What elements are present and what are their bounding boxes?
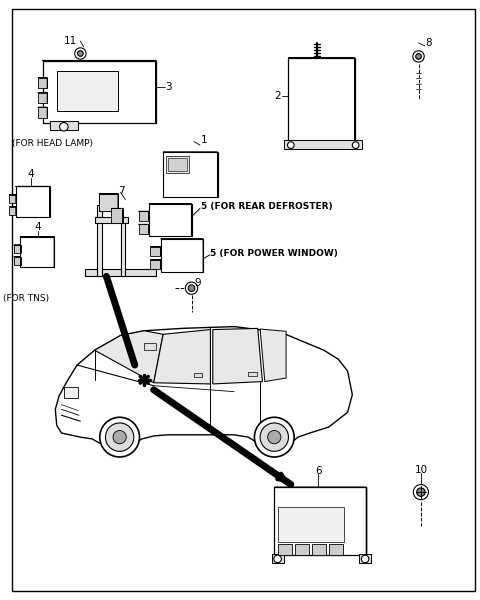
Circle shape — [274, 555, 281, 563]
Bar — [329, 544, 343, 556]
Polygon shape — [55, 326, 352, 446]
Bar — [168, 158, 187, 171]
Text: 5 (FOR POWER WINDOW): 5 (FOR POWER WINDOW) — [210, 250, 338, 259]
Circle shape — [100, 417, 140, 457]
Circle shape — [60, 122, 68, 131]
Bar — [95, 217, 128, 223]
Circle shape — [417, 488, 425, 496]
Bar — [49, 121, 78, 130]
Polygon shape — [20, 237, 54, 268]
Text: 11: 11 — [64, 36, 78, 46]
Text: 1: 1 — [201, 136, 208, 145]
Circle shape — [260, 423, 288, 451]
Circle shape — [78, 50, 83, 56]
Polygon shape — [161, 239, 204, 272]
Text: (FOR HEAD LAMP): (FOR HEAD LAMP) — [12, 139, 93, 148]
Polygon shape — [38, 107, 47, 118]
Circle shape — [106, 423, 134, 451]
Circle shape — [188, 285, 195, 292]
Bar — [295, 544, 309, 556]
Circle shape — [254, 417, 294, 457]
Text: 4: 4 — [35, 222, 41, 232]
Text: 2: 2 — [275, 91, 281, 101]
Bar — [97, 205, 102, 277]
Circle shape — [268, 431, 281, 444]
Polygon shape — [15, 187, 49, 217]
Polygon shape — [154, 329, 210, 384]
Polygon shape — [111, 208, 123, 223]
Bar — [85, 269, 156, 277]
Text: (FOR TNS): (FOR TNS) — [3, 295, 49, 304]
Polygon shape — [260, 329, 286, 382]
Circle shape — [361, 555, 369, 563]
Bar — [248, 372, 257, 376]
Bar — [64, 387, 78, 398]
Circle shape — [185, 282, 198, 295]
Polygon shape — [43, 61, 156, 122]
Polygon shape — [149, 203, 192, 236]
Bar — [120, 217, 125, 277]
Text: 10: 10 — [414, 465, 428, 475]
Polygon shape — [274, 487, 367, 556]
Polygon shape — [9, 206, 16, 215]
Bar — [277, 544, 292, 556]
Circle shape — [416, 53, 421, 59]
Bar — [57, 71, 118, 111]
Text: 5 (FOR REAR DEFROSTER): 5 (FOR REAR DEFROSTER) — [201, 202, 333, 211]
Polygon shape — [14, 257, 21, 265]
Text: 3: 3 — [166, 82, 172, 92]
Polygon shape — [139, 224, 149, 234]
Text: 4: 4 — [27, 169, 34, 179]
Polygon shape — [213, 328, 263, 384]
Circle shape — [352, 142, 359, 148]
Bar — [277, 507, 344, 542]
Polygon shape — [163, 152, 217, 197]
Bar — [284, 140, 362, 149]
Circle shape — [113, 431, 126, 444]
Bar — [272, 554, 284, 563]
Text: 7: 7 — [118, 185, 125, 196]
Polygon shape — [38, 92, 47, 103]
Polygon shape — [288, 58, 355, 143]
Bar — [194, 373, 203, 377]
Circle shape — [75, 48, 86, 59]
Text: 9: 9 — [194, 278, 201, 289]
Polygon shape — [139, 211, 149, 221]
Bar — [312, 544, 326, 556]
Polygon shape — [95, 331, 163, 383]
Text: 6: 6 — [315, 466, 322, 476]
Polygon shape — [14, 245, 21, 253]
Polygon shape — [150, 247, 161, 256]
Polygon shape — [99, 194, 118, 211]
Bar — [360, 554, 371, 563]
Text: 8: 8 — [426, 38, 432, 48]
Circle shape — [413, 51, 424, 62]
Circle shape — [413, 485, 429, 500]
Bar — [144, 343, 156, 350]
Bar — [166, 157, 189, 173]
Polygon shape — [38, 78, 47, 88]
Circle shape — [288, 142, 294, 148]
Polygon shape — [150, 260, 161, 269]
Polygon shape — [9, 195, 16, 203]
